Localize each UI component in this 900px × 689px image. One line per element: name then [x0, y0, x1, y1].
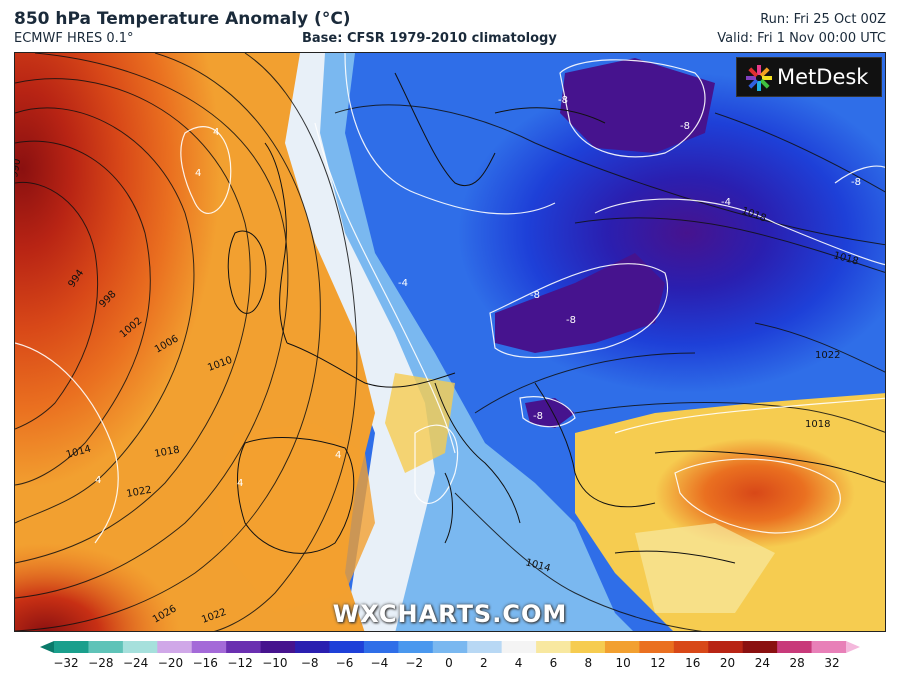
color-scale-tick-label: −2	[405, 656, 424, 670]
isobar-label: 1022	[126, 485, 153, 500]
color-scale-tick-label: −6	[335, 656, 354, 670]
color-scale-segment	[604, 641, 640, 653]
isobar-label: 1018	[805, 419, 830, 430]
color-scale-tick-label: −28	[88, 656, 114, 670]
cold-core-balkans	[525, 398, 575, 428]
valid-time-label: Valid: Fri 1 Nov 00:00 UTC	[717, 31, 886, 46]
color-scale-tick-label: 8	[584, 656, 593, 670]
color-scale-segment	[329, 641, 365, 653]
color-scale-segment	[673, 641, 709, 653]
watermark: WXCHARTS.COM	[332, 600, 568, 628]
anomaly-label: -4	[398, 278, 408, 289]
neutral-band	[280, 53, 435, 631]
anomaly-label: 4	[195, 168, 201, 179]
color-scale-tick-label: 24	[754, 656, 770, 670]
warm-iberia	[215, 423, 375, 613]
anomaly-label: 4	[237, 478, 243, 489]
metdesk-logo: MetDesk	[736, 57, 882, 97]
isobar-label: 1022	[815, 350, 840, 361]
isobar-label: 990	[15, 158, 23, 179]
anomaly-label: -8	[558, 95, 568, 106]
color-scale-segment	[398, 641, 434, 653]
color-scale-segment	[570, 641, 606, 653]
anomaly-label: -8	[680, 121, 690, 132]
color-scale-tick-label: 20	[719, 656, 736, 670]
color-scale-tick-label: 28	[789, 656, 805, 670]
cold-core-north	[560, 58, 715, 153]
model-label: ECMWF HRES 0.1°	[14, 31, 134, 46]
color-scale-bar	[40, 641, 860, 653]
color-scale-max-arrow	[846, 641, 860, 653]
anomaly-label: -8	[530, 290, 540, 301]
color-scale-segment	[536, 641, 572, 653]
color-scale-segment	[157, 641, 193, 653]
color-scale-segment	[260, 641, 296, 653]
color-scale-tick-label: 6	[549, 656, 558, 670]
color-scale-segment	[639, 641, 675, 653]
color-scale-tick-label: 10	[615, 656, 631, 670]
color-scale-tick-label: −12	[227, 656, 253, 670]
isobars	[15, 53, 885, 631]
isobar-label: 1018	[154, 445, 181, 460]
color-scale-segment	[295, 641, 330, 653]
color-scale-tick-label: −8	[300, 656, 319, 670]
color-scale-tick-label: 4	[514, 656, 523, 670]
chart-title: 850 hPa Temperature Anomaly (°C)	[14, 9, 351, 29]
color-scale-segment	[88, 641, 124, 653]
color-scale-tick-label: −16	[192, 656, 218, 670]
anomaly-contours	[15, 53, 885, 544]
color-scale-tick-label: −10	[262, 656, 288, 670]
anomaly-label: -8	[533, 411, 543, 422]
color-scale-tick-label: 12	[650, 656, 666, 670]
color-scale-segment	[742, 641, 778, 653]
metdesk-logo-icon	[746, 65, 772, 91]
color-scale-segment	[226, 641, 262, 653]
coastlines	[227, 72, 885, 564]
warm-core-turkey	[655, 438, 855, 548]
color-scale-segment	[777, 641, 813, 653]
warm-core-southwest	[15, 433, 314, 631]
cold-anomaly-region	[315, 53, 885, 453]
chart-header: 850 hPa Temperature Anomaly (°C) ECMWF H…	[0, 0, 900, 52]
anomaly-label: 4	[335, 450, 341, 461]
anomaly-label: -8	[566, 315, 576, 326]
color-scale-segment	[811, 641, 847, 653]
color-scale-tick-label: 32	[824, 656, 840, 670]
anomaly-label: -4	[721, 197, 731, 208]
metdesk-logo-text: MetDesk	[777, 65, 869, 89]
color-scale-tick-label: 16	[685, 656, 701, 670]
color-scale-segment	[54, 641, 89, 653]
color-scale-tick-label: −32	[53, 656, 79, 670]
color-scale-segment	[191, 641, 227, 653]
run-time-label: Run: Fri 25 Oct 00Z	[760, 12, 886, 27]
anomaly-label: -8	[851, 177, 861, 188]
color-scale-tick-label: −24	[122, 656, 149, 670]
color-scale-segment	[363, 641, 399, 653]
color-scale-tick-label: −4	[370, 656, 389, 670]
anomaly-map: 990 994 998 1002 1006 1010 1014 1018 102…	[14, 52, 886, 632]
color-scale-segment	[432, 641, 468, 653]
anomaly-label: 4	[213, 127, 219, 138]
color-scale-segment	[467, 641, 503, 653]
color-scale-tick-label: 0	[445, 656, 453, 670]
color-scale-ticks: −32 −28 −24 −20 −16 −12 −10 −8 −6 −4 −2 0 2 4 6 8 10 12 16…	[0, 656, 900, 676]
color-scale-segment	[501, 641, 537, 653]
anomaly-label: 4	[95, 475, 101, 486]
climatology-base-label: Base: CFSR 1979-2010 climatology	[302, 31, 557, 46]
color-scale-min-arrow	[40, 641, 54, 653]
color-scale-tick-label: −20	[157, 656, 184, 670]
anomaly-labels: 4 4 -4 -4 -8 -8 -8 -8 -8 -8 4 4 4	[95, 95, 861, 489]
color-scale-tick-label: 2	[479, 656, 488, 670]
cold-core-central	[495, 253, 665, 353]
color-scale-segment	[122, 641, 158, 653]
color-scale-segment	[708, 641, 744, 653]
map-canvas: 990 994 998 1002 1006 1010 1014 1018 102…	[15, 53, 885, 631]
